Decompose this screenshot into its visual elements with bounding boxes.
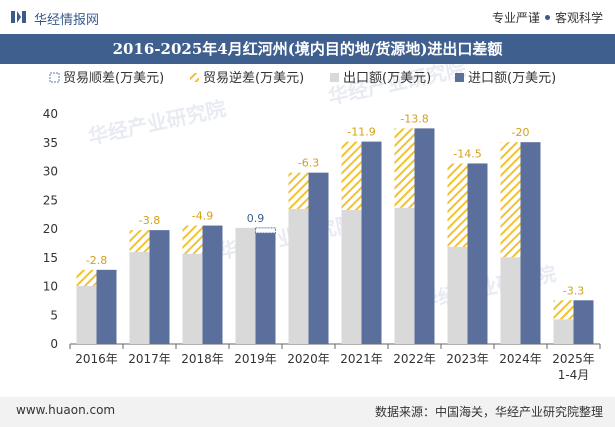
y-tick-label: 30	[43, 165, 58, 179]
deficit-bar	[341, 141, 362, 211]
x-tick-label: 2018年	[181, 352, 224, 366]
deficit-bar	[182, 225, 203, 254]
x-tick-label: 2025年	[552, 352, 595, 366]
legend: 贸易顺差(万美元) 贸易逆差(万美元) 出口额(万美元) 进口额(万美元)	[49, 70, 556, 86]
x-tick-label: 1-4月	[558, 368, 590, 382]
legend-label: 贸易顺差(万美元)	[63, 71, 164, 86]
surplus-bar	[255, 227, 276, 234]
chart-title: 2016-2025年4月红河州(境内目的地/货源地)进出口差额	[112, 40, 503, 58]
y-tick-label: 10	[43, 280, 58, 294]
legend-swatch-export	[330, 73, 339, 82]
huajing-logo-icon	[11, 11, 26, 23]
data-label: -3.8	[139, 214, 160, 227]
deficit-bar	[553, 300, 574, 320]
legend-swatch-import	[455, 73, 464, 82]
import-bar	[414, 128, 435, 344]
tagline-dot-icon	[544, 15, 550, 20]
data-label: -13.8	[400, 112, 428, 125]
y-tick-label: 40	[43, 107, 58, 121]
export-bar	[129, 252, 150, 344]
import-bar	[573, 300, 594, 344]
import-bar	[96, 269, 117, 344]
bars	[76, 128, 594, 344]
deficit-bar	[129, 230, 150, 252]
tagline: 专业严谨 客观科学	[492, 9, 603, 26]
watermark-text: 华经产业研究院	[86, 96, 228, 149]
export-bar	[553, 319, 574, 344]
import-bar	[308, 172, 329, 344]
y-tick-label: 20	[43, 222, 58, 236]
export-bar	[182, 253, 203, 344]
x-tick-label: 2022年	[393, 352, 436, 366]
import-bar	[149, 230, 170, 344]
x-tick-label: 2023年	[446, 352, 489, 366]
y-tick-label: 0	[50, 337, 58, 351]
export-bar	[341, 210, 362, 344]
import-bar	[520, 142, 541, 344]
x-tick-label: 2021年	[340, 352, 383, 366]
data-label: -20	[512, 126, 530, 139]
data-label: -3.3	[563, 284, 584, 297]
x-tick-label: 2024年	[499, 352, 542, 366]
y-tick-label: 25	[43, 193, 58, 207]
export-bar	[76, 285, 97, 344]
legend-swatch-deficit	[190, 73, 199, 82]
import-bar	[467, 163, 488, 344]
data-label: -11.9	[347, 126, 375, 139]
axes: 0 5 10 15 20 25 30 35 40 2016年 2017年 2018年 2019年 2020…	[43, 107, 601, 382]
tagline-left: 专业严谨	[491, 11, 540, 25]
deficit-bar	[447, 163, 468, 247]
deficit-bar	[288, 172, 309, 209]
legend-swatch-surplus	[49, 72, 60, 83]
x-tick-label: 2016年	[75, 352, 118, 366]
y-tick-label: 5	[50, 308, 58, 322]
y-tick-label: 15	[43, 251, 58, 265]
x-tick-label: 2017年	[128, 352, 171, 366]
export-bar	[235, 227, 256, 344]
footer-bar	[0, 397, 615, 427]
import-bar	[361, 141, 382, 344]
export-bar	[447, 246, 468, 344]
data-label: -14.5	[453, 147, 481, 160]
import-bar	[255, 233, 276, 344]
import-bar	[202, 225, 223, 344]
footer-url[interactable]: www.huaon.com	[16, 403, 116, 417]
header-bar: 华经情报网 专业严谨 客观科学	[0, 0, 615, 34]
data-labels: -2.8 -3.8 -4.9 0.9 -6.3 -11.9 -13.8 -14.5 -20 -3.…	[86, 112, 584, 297]
x-tick-label: 2019年	[234, 352, 277, 366]
export-bar	[288, 208, 309, 344]
tagline-right: 客观科学	[554, 11, 603, 25]
deficit-bar	[394, 128, 415, 208]
y-tick-label: 35	[43, 136, 58, 150]
site-name: 华经情报网	[34, 13, 100, 28]
deficit-bar	[500, 142, 521, 258]
data-label: -2.8	[86, 254, 107, 267]
footer-source: 数据来源：中国海关，华经产业研究院整理	[374, 405, 603, 419]
legend-label: 进口额(万美元)	[468, 71, 556, 86]
deficit-bar	[76, 269, 97, 286]
data-label: -6.3	[298, 157, 319, 170]
legend-label: 出口额(万美元)	[343, 71, 431, 86]
x-tick-label: 2020年	[287, 352, 330, 366]
chart: 华经产业研究院华经产业研究院华经产业研究院华经产业研究院 贸易顺差(万美元)贸易…	[43, 64, 601, 382]
export-bar	[500, 257, 521, 344]
data-label: 0.9	[247, 212, 265, 225]
data-label: -4.9	[192, 210, 213, 223]
legend-label: 贸易逆差(万美元)	[203, 70, 304, 86]
title-bar	[0, 34, 615, 64]
export-bar	[394, 207, 415, 344]
